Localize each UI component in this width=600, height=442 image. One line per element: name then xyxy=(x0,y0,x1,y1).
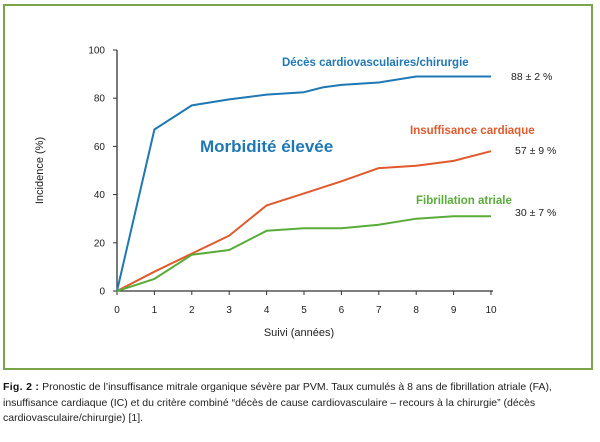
series-end-value-fibrillation-atriale: 30 ± 7 % xyxy=(515,207,556,219)
chart-axes xyxy=(116,50,493,292)
series-line-fibrillation-atriale xyxy=(116,215,491,292)
x-tick-label: 8 xyxy=(413,305,419,316)
series-name-deces-cardiovasculaires-chirurgie: Décès cardiovasculaires/chirurgie xyxy=(282,57,469,69)
x-tick-label: 9 xyxy=(451,305,457,316)
x-tick-label: 3 xyxy=(226,305,232,316)
y-tick-label: 20 xyxy=(94,238,106,249)
x-axis-label: Suivi (années) xyxy=(264,327,334,339)
series-name-insuffisance-cardiaque: Insuffisance cardiaque xyxy=(410,125,535,137)
series-line-insuffisance-cardiaque xyxy=(116,150,492,292)
x-tick-label: 0 xyxy=(114,305,120,316)
series-labels: Décès cardiovasculaires/chirurgie 88 ± 2 … xyxy=(282,57,556,219)
x-tick-label: 5 xyxy=(301,305,307,316)
y-tick-label: 60 xyxy=(94,142,106,153)
incidence-chart: 0 1 2 3 4 5 6 7 8 9 10 0 20 40 60 80 100 Décès cardiova… xyxy=(34,46,556,340)
series-end-value-deces-cardiovasculaires-chirurgie: 88 ± 2 % xyxy=(511,71,552,83)
x-tick-label: 7 xyxy=(376,305,382,316)
y-axis-ticks: 0 20 40 60 80 100 xyxy=(88,46,117,298)
series-line-deces-cardiovasculaires-chirurgie xyxy=(116,75,491,292)
x-axis-ticks: 0 1 2 3 4 5 6 7 8 9 10 xyxy=(114,291,497,316)
x-tick-label: 2 xyxy=(189,305,195,316)
series-lines xyxy=(116,75,492,292)
y-tick-label: 0 xyxy=(99,287,105,298)
x-tick-label: 4 xyxy=(264,305,270,316)
y-tick-label: 100 xyxy=(88,46,105,57)
x-tick-label: 6 xyxy=(339,305,345,316)
series-name-fibrillation-atriale: Fibrillation atriale xyxy=(416,195,512,207)
caption-text: Pronostic de l’insuffisance mitrale orga… xyxy=(3,381,552,424)
caption-label: Fig. 2 : xyxy=(3,381,40,393)
x-tick-label: 10 xyxy=(485,305,497,316)
y-tick-label: 80 xyxy=(94,94,106,105)
x-tick-label: 1 xyxy=(152,305,158,316)
y-axis-label: Incidence (%) xyxy=(34,137,46,204)
series-end-value-insuffisance-cardiaque: 57 ± 9 % xyxy=(515,145,556,157)
figure-frame: 0 1 2 3 4 5 6 7 8 9 10 0 20 40 60 80 100 Décès cardiova… xyxy=(3,4,593,370)
chart-annotation-morbidite: Morbidité élevée xyxy=(200,137,333,156)
figure-caption: Fig. 2 : Pronostic de l’insuffisance mit… xyxy=(3,380,593,427)
y-tick-label: 40 xyxy=(94,190,106,201)
